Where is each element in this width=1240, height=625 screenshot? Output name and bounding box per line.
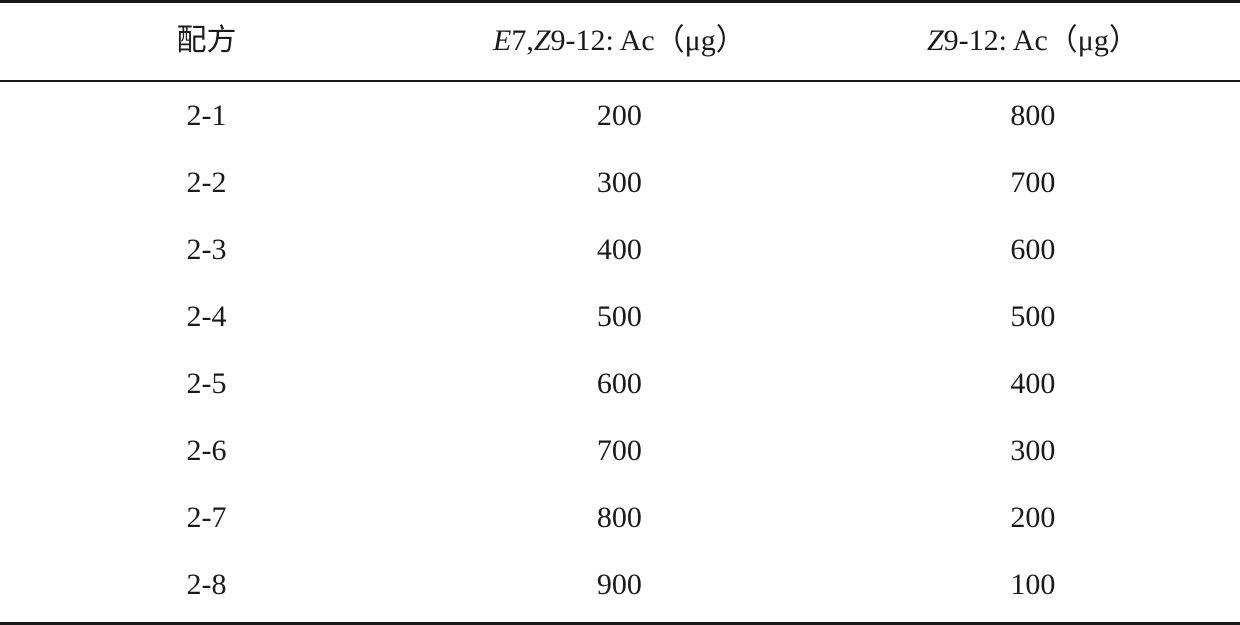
table-row: 2-1 200 800 [0, 81, 1240, 149]
cell-e7z9: 200 [413, 81, 826, 149]
cell-formula: 2-5 [0, 350, 413, 417]
cell-formula: 2-3 [0, 216, 413, 283]
cell-z9: 600 [826, 216, 1240, 283]
cell-e7z9: 800 [413, 484, 826, 551]
cell-formula: 2-1 [0, 81, 413, 149]
cell-z9: 100 [826, 551, 1240, 624]
table-body: 2-1 200 800 2-2 300 700 2-3 400 600 2-4 … [0, 81, 1240, 624]
cell-e7z9: 500 [413, 283, 826, 350]
data-table-container: 配方 E7,Z9-12: Ac（μg） Z9-12: Ac（μg） 2-1 20… [0, 0, 1240, 625]
table-row: 2-3 400 600 [0, 216, 1240, 283]
cell-e7z9: 400 [413, 216, 826, 283]
cell-z9: 500 [826, 283, 1240, 350]
cell-e7z9: 300 [413, 149, 826, 216]
data-table: 配方 E7,Z9-12: Ac（μg） Z9-12: Ac（μg） 2-1 20… [0, 0, 1240, 625]
cell-e7z9: 700 [413, 417, 826, 484]
cell-z9: 800 [826, 81, 1240, 149]
cell-formula: 2-2 [0, 149, 413, 216]
cell-formula: 2-7 [0, 484, 413, 551]
cell-z9: 300 [826, 417, 1240, 484]
table-row: 2-8 900 100 [0, 551, 1240, 624]
cell-z9: 700 [826, 149, 1240, 216]
cell-e7z9: 600 [413, 350, 826, 417]
cell-formula: 2-6 [0, 417, 413, 484]
cell-formula: 2-8 [0, 551, 413, 624]
cell-formula: 2-4 [0, 283, 413, 350]
col-header-e7z9: E7,Z9-12: Ac（μg） [413, 2, 826, 82]
col-header-z9: Z9-12: Ac（μg） [826, 2, 1240, 82]
table-row: 2-6 700 300 [0, 417, 1240, 484]
col-header-formula: 配方 [0, 2, 413, 82]
table-row: 2-5 600 400 [0, 350, 1240, 417]
table-row: 2-7 800 200 [0, 484, 1240, 551]
cell-z9: 400 [826, 350, 1240, 417]
cell-z9: 200 [826, 484, 1240, 551]
cell-e7z9: 900 [413, 551, 826, 624]
table-header-row: 配方 E7,Z9-12: Ac（μg） Z9-12: Ac（μg） [0, 2, 1240, 82]
table-row: 2-4 500 500 [0, 283, 1240, 350]
table-row: 2-2 300 700 [0, 149, 1240, 216]
